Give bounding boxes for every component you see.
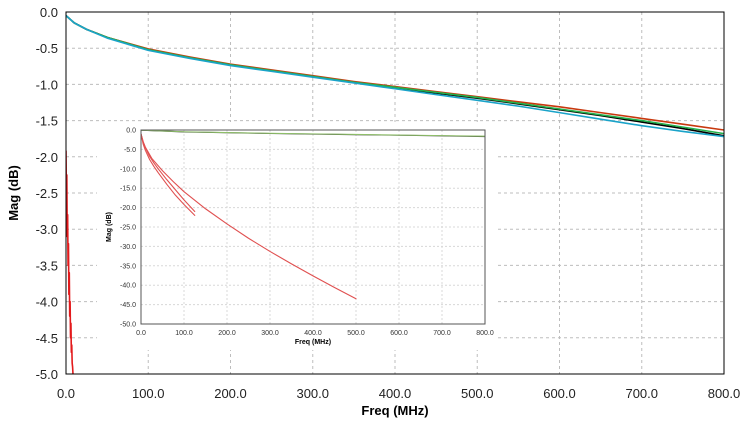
inset-x-tick-label: 600.0: [390, 330, 408, 337]
main-x-axis-title: Freq (MHz): [361, 403, 428, 418]
main-x-tick-labels: 0.0 100.0 200.0 300.0 400.0 500.0 600.0 700.0 80…: [57, 386, 740, 401]
main-x-tick-label: 700.0: [625, 386, 658, 401]
main-series-line-4: [66, 14, 724, 138]
inset-chart: 0.0 100.0 200.0 300.0 400.0 500.0 600.0 700.0 80…: [97, 122, 497, 350]
inset-x-tick-label: 200.0: [218, 330, 236, 337]
main-series-group: [66, 14, 724, 374]
main-x-tick-label: 500.0: [461, 386, 494, 401]
inset-x-tick-labels: 0.0 100.0 200.0 300.0 400.0 500.0 600.0 700.0 80…: [136, 330, 494, 337]
inset-x-tick-label: 300.0: [261, 330, 279, 337]
inset-x-axis-title: Freq (MHz): [295, 339, 331, 346]
inset-grid: [141, 130, 485, 324]
main-y-tick-label: -4.0: [36, 295, 58, 310]
main-x-tick-label: 0.0: [57, 386, 75, 401]
main-y-tick-label: -0.5: [36, 41, 58, 56]
inset-series-line-4: [141, 133, 196, 216]
main-x-tick-label: 800.0: [708, 386, 741, 401]
inset-series-group: [141, 130, 485, 300]
inset-y-tick-label: -50.0: [120, 322, 136, 329]
main-y-tick-label: -5.0: [36, 367, 58, 382]
main-x-tick-label: 200.0: [214, 386, 247, 401]
main-y-tick-label: -1.5: [36, 114, 58, 129]
inset-x-tick-label: 500.0: [347, 330, 365, 337]
inset-y-tick-label: -45.0: [120, 302, 136, 309]
main-y-tick-label: -3.5: [36, 258, 58, 273]
inset-y-tick-labels: 0.0 -5.0 -10.0 -15.0 -20.0 -25.0 -30.0 -35.0 -40…: [120, 128, 136, 329]
inset-plot-frame: [140, 129, 486, 325]
inset-y-tick-label: -35.0: [120, 263, 136, 270]
inset-y-tick-label: -10.0: [120, 166, 136, 173]
main-x-tick-label: 100.0: [132, 386, 165, 401]
inset-x-tick-label: 700.0: [433, 330, 451, 337]
inset-background: [97, 122, 497, 350]
inset-series-line-5: [141, 133, 357, 300]
inset-x-tick-label: 0.0: [136, 330, 146, 337]
main-y-axis-title: Mag (dB): [6, 165, 21, 221]
inset-y-tick-label: 0.0: [126, 128, 136, 135]
main-y-tick-label: -4.5: [36, 331, 58, 346]
inset-y-tick-label: -30.0: [120, 244, 136, 251]
inset-y-tick-label: -20.0: [120, 205, 136, 212]
inset-x-tick-label: 800.0: [476, 330, 494, 337]
inset-x-tick-label: 100.0: [175, 330, 193, 337]
inset-y-axis-title: Mag (dB): [106, 212, 113, 242]
main-x-tick-label: 400.0: [379, 386, 412, 401]
inset-x-tick-label: 400.0: [304, 330, 322, 337]
main-y-tick-label: -3.0: [36, 222, 58, 237]
main-x-tick-label: 600.0: [543, 386, 576, 401]
main-y-tick-labels: 0.0 -0.5 -1.0 -1.5 -2.0 -2.5 -3.0 -3.5 -4.0 -4.5 -…: [36, 5, 58, 382]
inset-y-tick-label: -40.0: [120, 283, 136, 290]
main-y-tick-label: -2.0: [36, 150, 58, 165]
main-x-tick-label: 300.0: [296, 386, 329, 401]
main-y-tick-label: -1.0: [36, 77, 58, 92]
main-y-tick-label: 0.0: [40, 5, 58, 20]
main-y-tick-label: -2.5: [36, 186, 58, 201]
inset-y-tick-label: -15.0: [120, 186, 136, 193]
inset-y-tick-label: -25.0: [120, 225, 136, 232]
main-plot-frame: [65, 11, 725, 375]
inset-series-line-2: [141, 130, 485, 137]
inset-y-tick-label: -5.0: [124, 147, 136, 154]
main-series-line-5: [66, 150, 74, 374]
